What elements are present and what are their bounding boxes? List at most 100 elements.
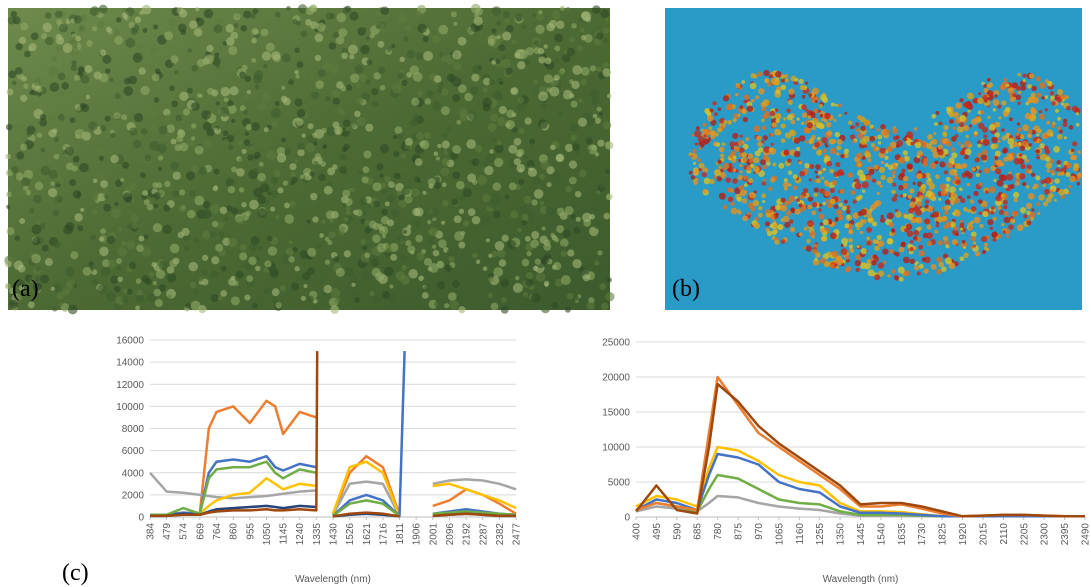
cloud-point <box>1060 94 1065 99</box>
cloud-point <box>990 210 994 214</box>
cloud-point <box>818 110 821 113</box>
tree-crown <box>213 169 219 175</box>
tree-crown <box>413 72 423 82</box>
x-tick-label: 1145 <box>279 523 290 545</box>
cloud-point <box>1041 96 1045 100</box>
tree-crown <box>266 43 275 52</box>
tree-crown <box>329 42 336 49</box>
cloud-point <box>959 122 964 127</box>
cloud-point <box>913 236 918 241</box>
tree-crown <box>254 70 264 80</box>
tree-crown <box>21 177 30 186</box>
cloud-point <box>1053 146 1060 153</box>
cloud-point <box>805 82 808 85</box>
cloud-point <box>820 228 825 233</box>
tree-crown <box>377 243 386 252</box>
tree-crown <box>595 152 599 156</box>
cloud-point <box>718 107 722 111</box>
cloud-point <box>961 144 965 148</box>
tree-crown <box>433 250 440 257</box>
tree-crown <box>295 266 300 271</box>
cloud-point <box>993 179 996 182</box>
cloud-point <box>970 199 974 203</box>
tree-crown <box>328 231 335 238</box>
cloud-point <box>841 248 848 255</box>
tree-crown <box>405 196 412 203</box>
cloud-point <box>934 230 938 234</box>
tree-crown <box>538 10 542 14</box>
tree-crown <box>319 233 324 238</box>
tree-crown <box>499 259 506 266</box>
tree-crown <box>76 192 81 197</box>
tree-crown <box>554 45 560 51</box>
cloud-point <box>758 206 762 210</box>
cloud-point <box>766 161 771 166</box>
cloud-point <box>1045 177 1052 184</box>
tree-crown <box>65 147 74 156</box>
cloud-point <box>1039 110 1042 113</box>
tree-crown <box>501 297 507 303</box>
tree-crown <box>441 56 448 63</box>
tree-crown <box>415 158 423 166</box>
tree-crown <box>216 101 220 105</box>
tree-crown <box>212 221 218 227</box>
tree-crown <box>536 272 545 281</box>
cloud-point <box>903 193 907 197</box>
cloud-point <box>1004 78 1007 81</box>
cloud-point <box>1076 112 1079 115</box>
cloud-point <box>772 162 776 166</box>
cloud-point <box>707 115 713 121</box>
cloud-point <box>703 134 706 137</box>
cloud-point <box>1069 125 1074 130</box>
tree-crown <box>14 260 24 270</box>
x-tick-label: 1335 <box>312 523 323 546</box>
cloud-point <box>786 210 791 215</box>
tree-crown <box>117 277 123 283</box>
cloud-point <box>799 171 805 177</box>
cloud-point <box>922 143 927 148</box>
tree-crown <box>263 64 268 69</box>
tree-crown <box>370 291 375 296</box>
tree-crown <box>258 245 263 250</box>
tree-crown <box>540 201 544 205</box>
tree-crown <box>398 13 408 23</box>
tree-crown <box>169 85 175 91</box>
cloud-point <box>1037 212 1040 215</box>
tree-crown <box>551 172 560 181</box>
cloud-point <box>933 211 939 217</box>
cloud-point <box>888 222 893 227</box>
cloud-point <box>898 267 905 274</box>
tree-crown <box>83 267 92 276</box>
cloud-point <box>1036 149 1040 153</box>
x-tick-label: 590 <box>672 523 683 540</box>
tree-crown <box>483 266 488 271</box>
tree-crown <box>423 36 429 42</box>
tree-crown <box>168 91 174 97</box>
cloud-point <box>815 171 818 174</box>
cloud-point <box>753 125 760 132</box>
tree-crown <box>55 10 62 17</box>
tree-crown <box>571 23 576 28</box>
cloud-point <box>860 209 867 216</box>
cloud-point <box>856 128 860 132</box>
cloud-point <box>866 175 872 181</box>
cloud-point <box>895 209 898 212</box>
cloud-point <box>784 74 788 78</box>
cloud-point <box>754 222 760 228</box>
cloud-point <box>1066 172 1071 177</box>
cloud-point <box>821 118 824 121</box>
cloud-point <box>1057 117 1061 121</box>
cloud-point <box>1031 208 1034 211</box>
cloud-point <box>765 221 770 226</box>
tree-crown <box>488 277 494 283</box>
cloud-point <box>898 157 905 164</box>
tree-crown <box>134 113 143 122</box>
tree-crown <box>325 237 330 242</box>
tree-crown <box>236 271 244 279</box>
tree-crown <box>219 107 229 117</box>
cloud-point <box>805 109 808 112</box>
tree-crown <box>191 165 199 173</box>
cloud-point <box>865 152 871 158</box>
tree-crown <box>100 228 106 234</box>
tree-crown <box>284 148 291 155</box>
